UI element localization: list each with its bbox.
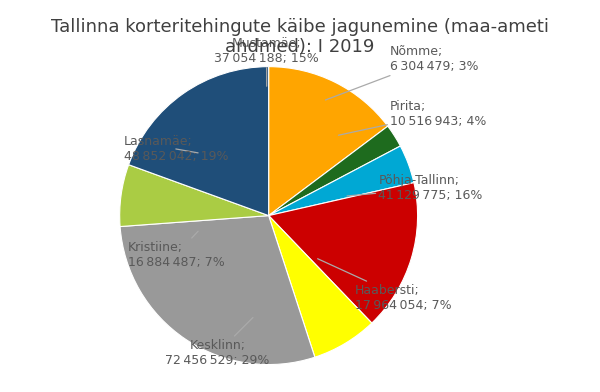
Text: Lasnamäe;
48 852 042; 19%: Lasnamäe; 48 852 042; 19% <box>124 135 228 163</box>
Text: Tallinna korteritehingute käibe jagunemine (maa-ameti
andmed): I 2019: Tallinna korteritehingute käibe jagunemi… <box>51 18 549 56</box>
Text: Haabersti;
17 964 054; 7%: Haabersti; 17 964 054; 7% <box>317 259 452 312</box>
Wedge shape <box>269 183 418 323</box>
Wedge shape <box>269 67 388 216</box>
Wedge shape <box>269 146 414 216</box>
Wedge shape <box>119 165 269 227</box>
Wedge shape <box>269 126 400 216</box>
Text: Põhja-Tallinn;
41 129 775; 16%: Põhja-Tallinn; 41 129 775; 16% <box>347 174 483 202</box>
Text: Kristiine;
16 884 487; 7%: Kristiine; 16 884 487; 7% <box>128 231 224 269</box>
Text: Kesklinn;
72 456 529; 29%: Kesklinn; 72 456 529; 29% <box>166 318 270 367</box>
Text: Pirita;
10 516 943; 4%: Pirita; 10 516 943; 4% <box>338 100 487 135</box>
Text: Mustamäe;
37 054 188; 15%: Mustamäe; 37 054 188; 15% <box>214 37 319 86</box>
Wedge shape <box>128 67 269 216</box>
Wedge shape <box>120 216 315 365</box>
Wedge shape <box>269 216 372 357</box>
Text: Nõmme;
6 304 479; 3%: Nõmme; 6 304 479; 3% <box>325 45 479 100</box>
